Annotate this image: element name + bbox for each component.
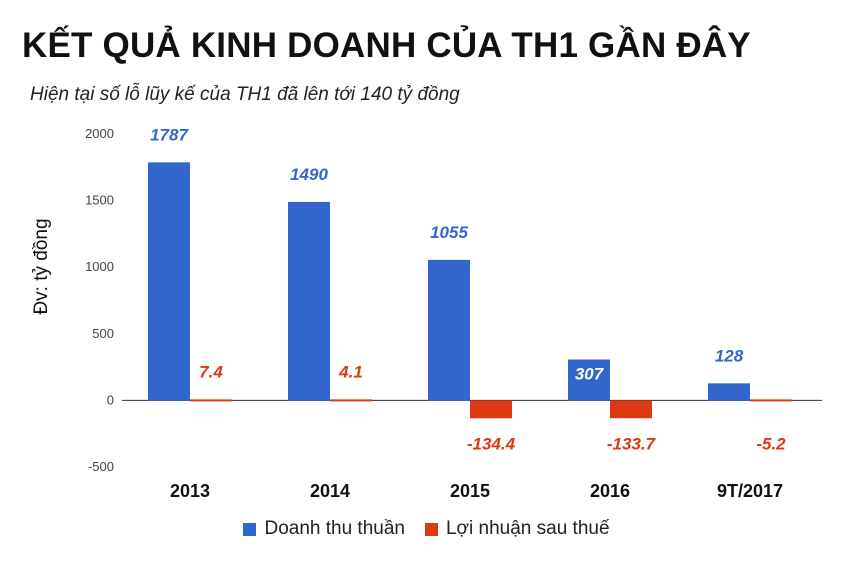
legend-item-revenue: Doanh thu thuần [243,518,405,540]
profit-data-label: -133.7 [607,434,657,453]
profit-data-label: -5.2 [756,434,786,453]
revenue-data-label: 128 [715,346,744,365]
x-tick-label: 2016 [590,481,630,501]
revenue-bar [428,259,470,401]
y-tick-label: 500 [92,326,114,341]
revenue-bar [288,201,330,401]
revenue-data-label: 1490 [290,165,328,184]
y-tick-label: 1500 [85,193,114,208]
profit-bar [190,399,232,402]
profit-bar [750,399,792,402]
legend-label: Lợi nhuận sau thuế [445,518,610,539]
profit-bar [330,399,372,402]
legend-swatch [243,522,257,536]
x-tick-label: 2015 [450,481,490,501]
y-axis-label: Đv: tỷ đồng [31,218,52,314]
revenue-bar [568,359,610,401]
chart-legend: Doanh thu thuần Lợi nhuận sau thuế [0,518,853,540]
x-tick-label: 9T/2017 [717,481,783,501]
revenue-bar [708,383,750,401]
revenue-data-label: 1787 [150,125,189,144]
y-tick-label: 2000 [85,126,114,141]
x-tick-label: 2013 [170,481,210,501]
revenue-data-label: 1055 [430,223,468,242]
revenue-bar [148,162,190,401]
y-tick-label: 1000 [85,259,114,274]
y-tick-label: -500 [88,459,114,474]
y-tick-label: 0 [107,392,114,407]
profit-data-label: 4.1 [338,362,363,381]
legend-item-profit: Lợi nhuận sau thuế [424,518,610,540]
legend-swatch [424,522,438,536]
profit-data-label: -134.4 [467,434,516,453]
chart-subtitle: Hiện tại số lỗ lũy kế của TH1 đã lên tới… [30,84,460,105]
chart-title: KẾT QUẢ KINH DOANH CỦA TH1 GẦN ĐÂY [22,26,751,65]
profit-bar [610,400,652,419]
revenue-data-label: 307 [575,365,605,384]
x-tick-label: 2014 [310,481,350,501]
profit-data-label: 7.4 [199,362,223,381]
profit-bar [470,400,512,419]
legend-label: Doanh thu thuần [264,518,405,539]
